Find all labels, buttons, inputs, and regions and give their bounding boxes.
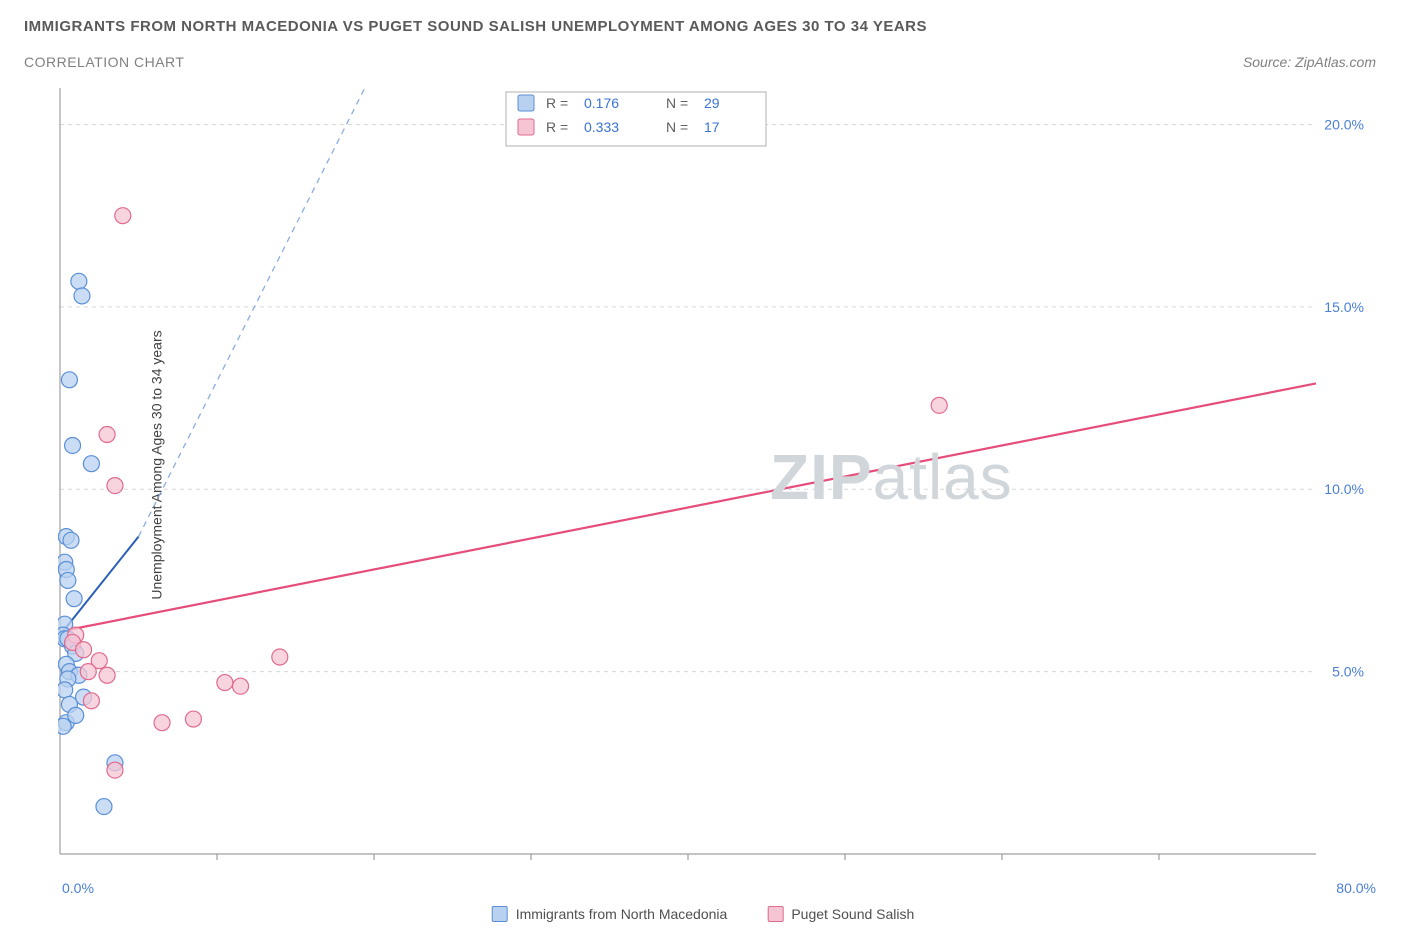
source-attribution: Source: ZipAtlas.com [1243, 54, 1376, 70]
watermark: ZIPatlas [770, 440, 1013, 514]
scatter-chart-svg: 5.0% 10.0% 15.0% 20.0% R = 0.176 N = 29 R = 0.333… [58, 86, 1376, 862]
watermark-bold: ZIP [770, 441, 873, 513]
x-axis-max-label: 80.0% [1336, 880, 1376, 896]
chart-subtitle: CORRELATION CHART [24, 54, 184, 70]
svg-text:R =: R = [546, 119, 568, 135]
svg-text:N =: N = [666, 95, 688, 111]
chart-plot-area: 5.0% 10.0% 15.0% 20.0% R = 0.176 N = 29 R = 0.333… [58, 86, 1376, 862]
svg-text:5.0%: 5.0% [1332, 664, 1364, 680]
svg-text:17: 17 [704, 119, 720, 135]
svg-text:29: 29 [704, 95, 720, 111]
chart-title: IMMIGRANTS FROM NORTH MACEDONIA VS PUGET… [24, 18, 927, 35]
legend-swatch-series1 [492, 906, 508, 922]
svg-text:R =: R = [546, 95, 568, 111]
x-axis-min-label: 0.0% [62, 880, 94, 896]
legend-item-series1: Immigrants from North Macedonia [492, 906, 728, 922]
watermark-light: atlas [873, 441, 1013, 513]
svg-text:0.333: 0.333 [584, 119, 619, 135]
svg-text:20.0%: 20.0% [1324, 116, 1364, 132]
svg-text:10.0%: 10.0% [1324, 481, 1364, 497]
svg-text:15.0%: 15.0% [1324, 299, 1364, 315]
legend-label-series2: Puget Sound Salish [791, 906, 914, 922]
legend-label-series1: Immigrants from North Macedonia [516, 906, 728, 922]
legend-swatch-series2 [767, 906, 783, 922]
legend-item-series2: Puget Sound Salish [767, 906, 914, 922]
legend-bottom: Immigrants from North Macedonia Puget So… [492, 906, 915, 922]
svg-text:0.176: 0.176 [584, 95, 619, 111]
svg-text:N =: N = [666, 119, 688, 135]
